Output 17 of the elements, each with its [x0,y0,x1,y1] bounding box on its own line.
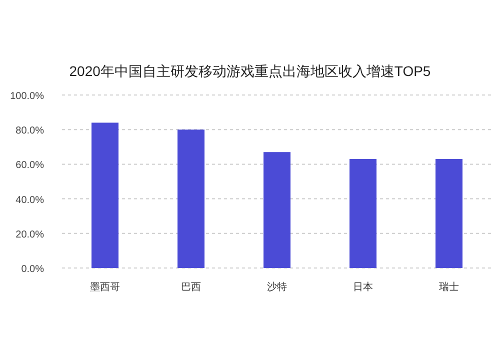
bar [178,130,204,268]
x-tick-label: 日本 [353,281,373,293]
bar [92,122,118,268]
y-tick-label: 20.0% [16,229,44,240]
bar [350,159,376,268]
bar [436,159,462,268]
y-tick-label: 100.0% [10,91,44,102]
x-tick-label: 墨西哥 [90,282,120,293]
x-tick-label: 巴西 [181,282,201,293]
chart-title: 2020年中国自主研发移动游戏重点出海地区收入增速TOP5 [69,63,431,79]
y-tick-label: 80.0% [16,126,44,137]
x-tick-label: 沙特 [267,281,287,293]
bar [264,152,290,268]
y-tick-label: 60.0% [16,160,44,172]
y-tick-label: 40.0% [16,194,44,206]
y-tick-label: 0.0% [21,264,44,275]
x-tick-label: 瑞士 [439,281,459,293]
